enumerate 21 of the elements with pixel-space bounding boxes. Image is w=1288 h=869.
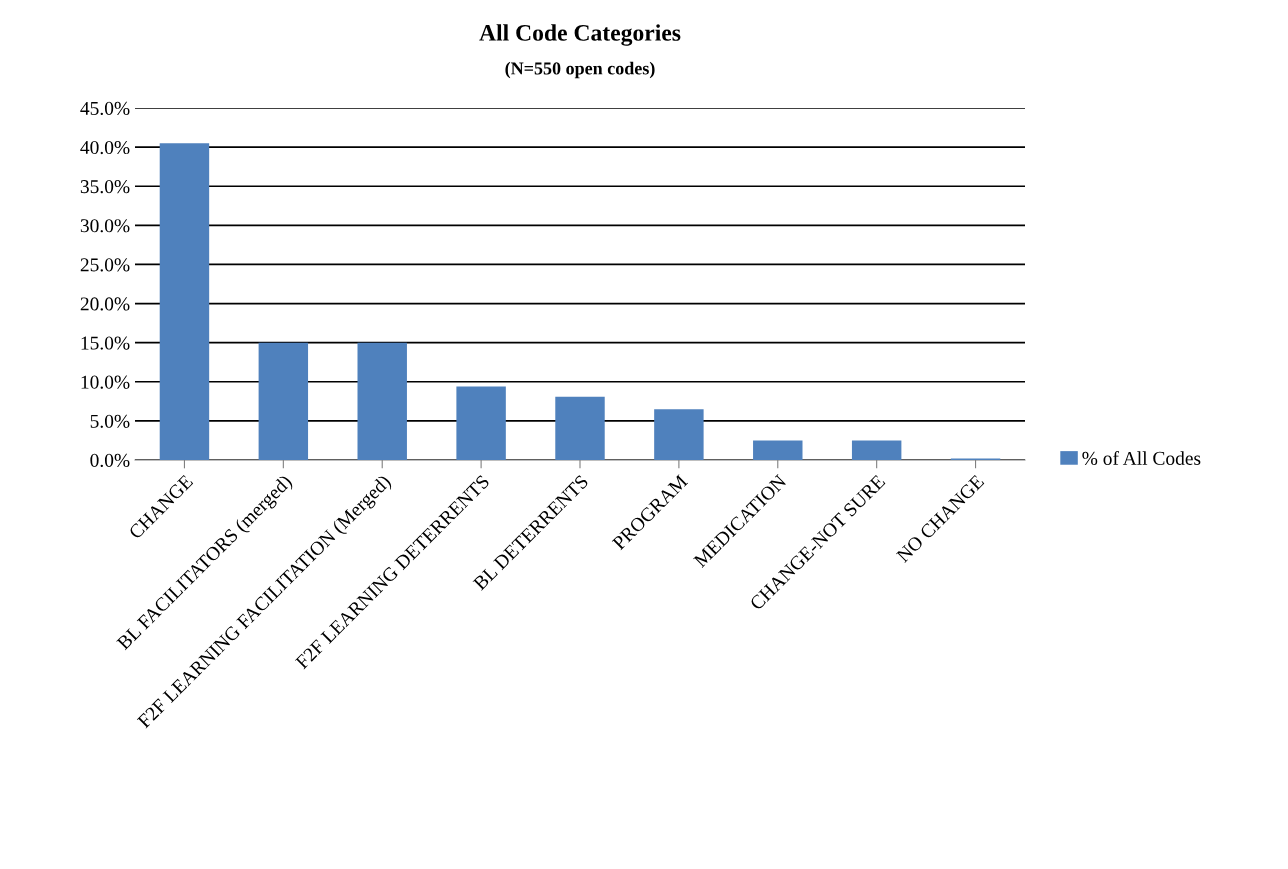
bar	[159, 143, 210, 460]
chart-title: All Code Categories	[479, 24, 681, 46]
bar	[555, 396, 605, 460]
legend-label: % of All Codes	[1082, 451, 1201, 465]
bar	[851, 440, 902, 460]
bar	[357, 342, 407, 460]
y-tick-label: 35.0%	[80, 180, 130, 194]
bar	[258, 342, 309, 460]
bar	[456, 386, 506, 460]
y-tick-label: 15.0%	[81, 336, 130, 350]
y-tick-label: 25.0%	[80, 258, 130, 272]
y-tick-label: 45.0%	[80, 101, 130, 116]
y-tick-label: 20.0%	[80, 297, 130, 311]
y-tick-label: 30.0%	[80, 219, 130, 233]
y-tick-label: 5.0%	[90, 414, 130, 428]
y-tick-label: 40.0%	[80, 140, 130, 155]
chart-subtitle: (N=550 open codes)	[505, 61, 655, 79]
y-tick-label: 0.0%	[90, 453, 130, 468]
y-tick-label: 10.0%	[81, 375, 130, 389]
bar	[654, 409, 704, 460]
bar	[753, 440, 803, 460]
